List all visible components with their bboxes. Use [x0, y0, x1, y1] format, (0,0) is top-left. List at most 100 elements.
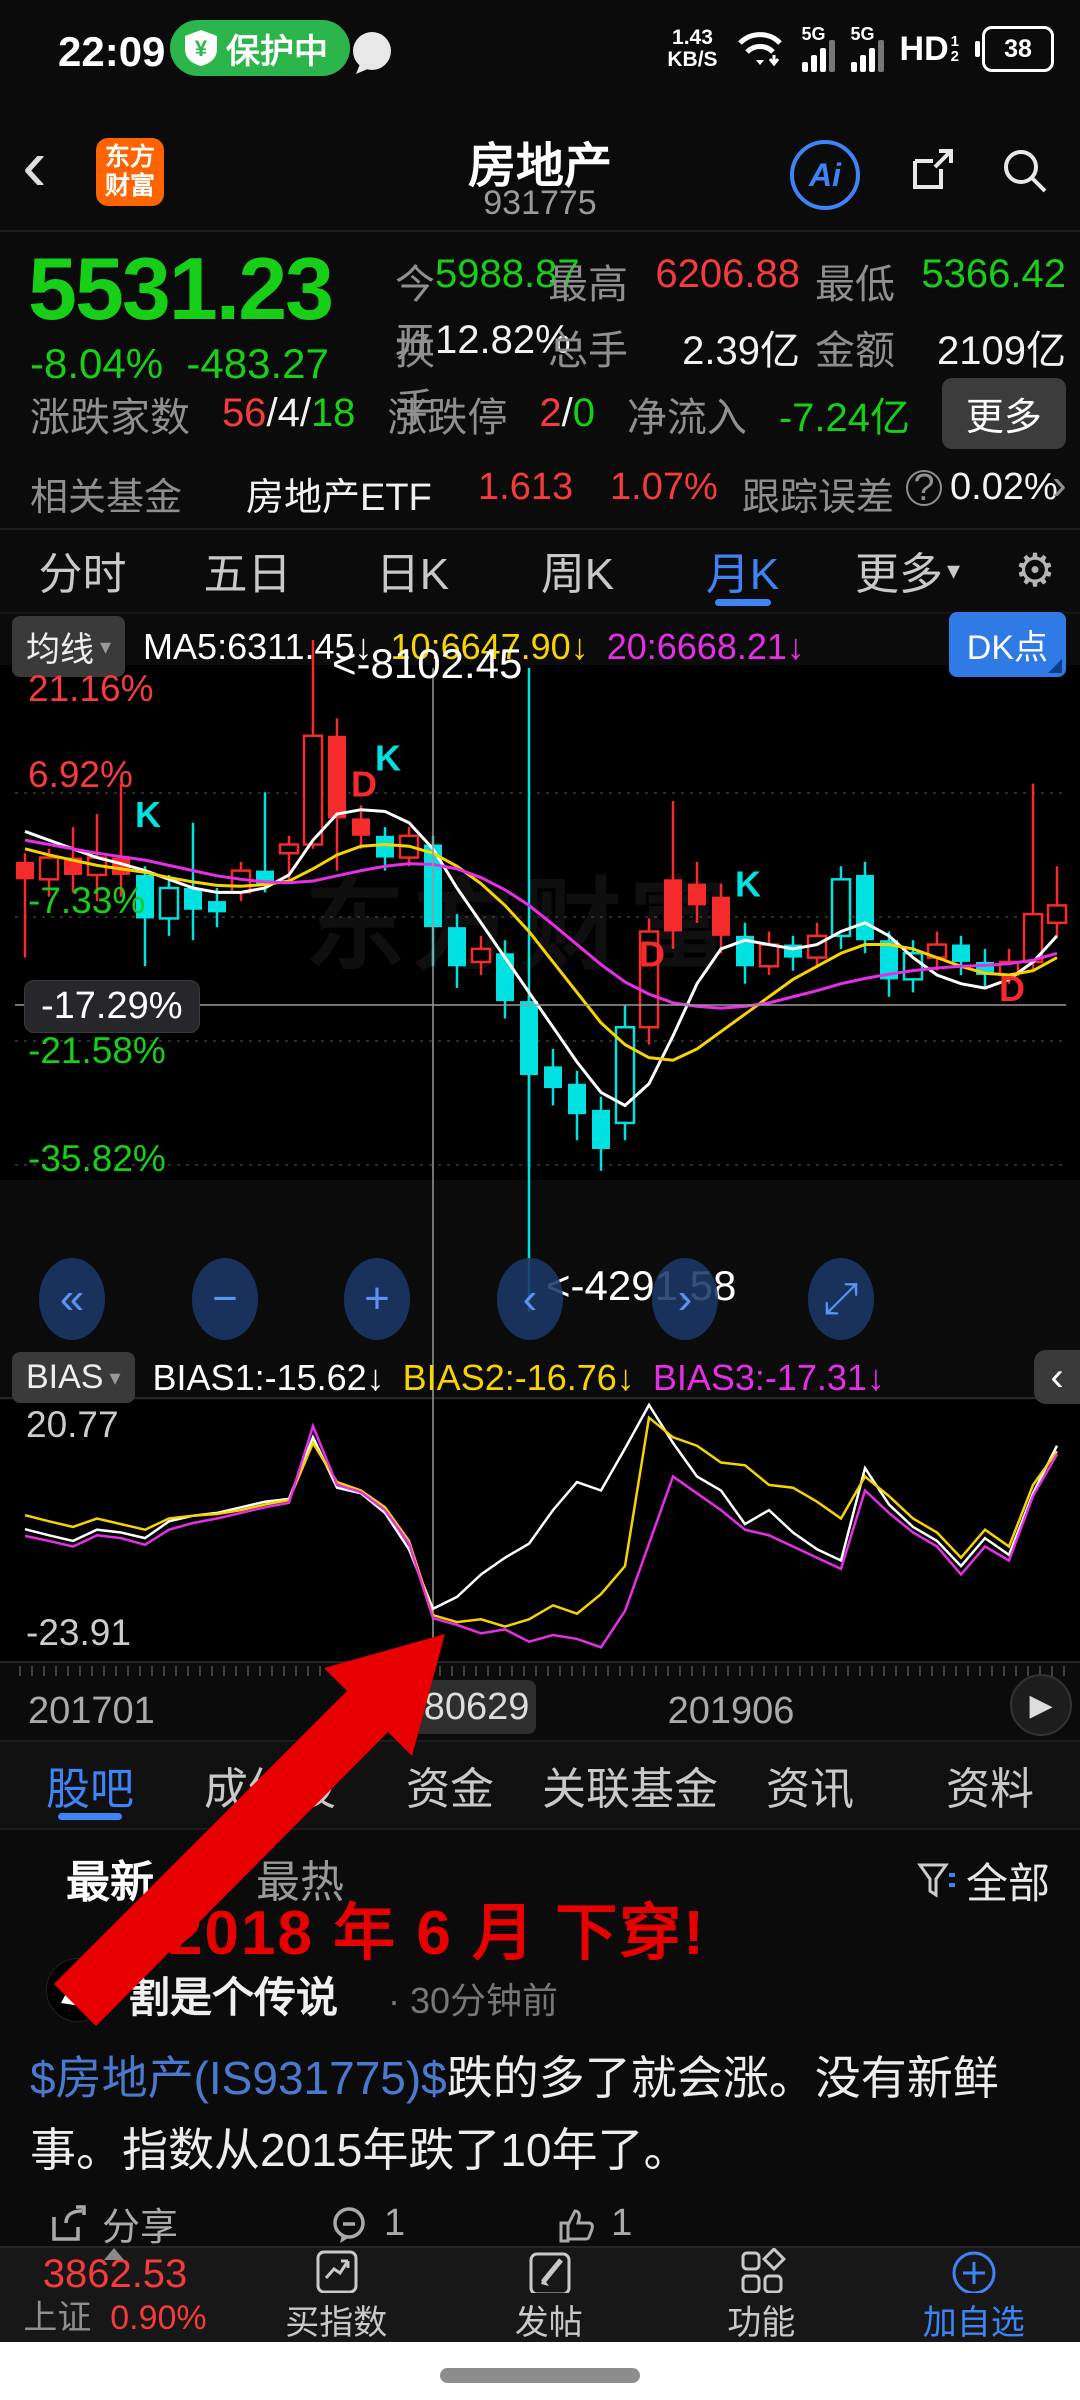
limit-values: 2/0 [539, 391, 595, 435]
detail-tab-股吧[interactable]: 股吧 [0, 1742, 180, 1828]
quote-field: 最低 5366.42 [815, 252, 1066, 307]
ma20-value: 20:6668.21↓ [606, 625, 805, 667]
bias1-value: BIAS1:-15.62↓ [152, 1356, 385, 1398]
detail-tab-资讯[interactable]: 资讯 [766, 1765, 854, 1814]
related-fund-row[interactable]: 相关基金 房地产ETF 1.613 1.07% 跟踪误差 ? 0.02% › [0, 448, 1080, 530]
network-speed: 1.43 KB/S [667, 26, 718, 71]
home-indicator[interactable] [440, 2368, 640, 2383]
like-button[interactable]: 1 [555, 2202, 632, 2245]
stock-code: 931775 [483, 184, 597, 222]
expand-index-handle[interactable] [104, 2248, 124, 2260]
y-axis-label: -7.33% [28, 880, 146, 921]
post-body[interactable]: $房地产(IS931775)$跌的多了就会涨。没有新鲜事。指数从2015年跌了1… [30, 2042, 1054, 2186]
bias2-value: BIAS2:-16.76↓ [402, 1356, 635, 1398]
prev-button[interactable]: ‹ [497, 1258, 563, 1340]
share-post-icon [52, 2204, 86, 2241]
nav-item-发帖[interactable]: 发帖 [443, 2248, 656, 2344]
quote-field: 金额 2109亿 [815, 329, 1066, 373]
period-tab-日K[interactable]: 日K [375, 550, 450, 599]
candles [16, 640, 1068, 1171]
signal-5g-icon-1: 5G [801, 24, 835, 72]
ai-assistant-button[interactable]: Ai [790, 140, 860, 210]
quote-field: 今开 5988.87 [395, 252, 580, 365]
next-button[interactable]: › [652, 1258, 718, 1340]
protection-badge[interactable]: ¥ 保护中 [170, 20, 350, 76]
period-tab-more[interactable]: 更多 ▾ [854, 550, 961, 599]
market-stats-row: 涨跌家数 56/4/18 涨跌停 2/0 净流入 -7.24亿 更多 [30, 378, 1066, 449]
nav-item-买指数[interactable]: 买指数 [230, 2248, 443, 2344]
battery-level: 38 [1004, 34, 1032, 63]
collapse-panel-button[interactable]: ‹ [1034, 1350, 1080, 1404]
nav-item-加自选[interactable]: 加自选 [868, 2248, 1080, 2344]
quote-field: 总手 2.39亿 [548, 329, 800, 373]
chart-annotation-text: 2018 年 6 月 下穿! [168, 1899, 706, 1968]
filter-all-button[interactable]: 全部 [916, 1850, 1050, 1911]
detail-tab-关联基金[interactable]: 关联基金 [542, 1765, 718, 1814]
bias-indicator-bar: BIAS ▾ BIAS1:-15.62↓ BIAS2:-16.76↓ BIAS3:… [12, 1352, 885, 1403]
scroll-left-fast-button[interactable]: « [39, 1258, 105, 1340]
sort-hottest-tab[interactable]: 最热 [256, 1858, 344, 1907]
fullscreen-button[interactable]: ⤢ [808, 1258, 874, 1340]
detail-tabs: 股吧 成份股 资金 关联基金 资讯 资料 [0, 1740, 1080, 1830]
share-icon [913, 149, 953, 189]
thumbs-up-icon [559, 2208, 595, 2242]
avatar[interactable] [46, 1958, 110, 2022]
wifi-icon [737, 32, 782, 67]
bias-line-BIAS3 [24, 1422, 1059, 1649]
fund-price: 1.613 [478, 466, 574, 508]
bias-dropdown[interactable]: BIAS ▾ [12, 1352, 135, 1403]
index-quote-tab[interactable]: 3862.53 上证 0.90% [0, 2248, 230, 2344]
page-title: 房地产 [467, 140, 612, 193]
shield-yuan-icon: ¥ [185, 30, 217, 66]
net-inflow-value: -7.24亿 [778, 395, 910, 440]
chart-settings-gear-icon[interactable]: ⚙ [1014, 544, 1056, 596]
ma10-value: 10:6647.90↓ [390, 625, 589, 667]
high-annotation: <-8102.45 [332, 640, 523, 687]
limit-label: 涨跌停 [387, 395, 508, 440]
kd-marker: K [375, 738, 401, 779]
quote-field: 最高 6206.88 [548, 252, 800, 307]
back-button[interactable]: ‹ [22, 123, 47, 206]
stock-link[interactable]: $房地产(IS931775)$ [30, 2052, 447, 2104]
status-time: 22:09 [58, 28, 166, 75]
dk-point-button[interactable]: DK点 [948, 612, 1066, 677]
period-tab-月K[interactable]: 月K [660, 528, 825, 612]
kd-marker: K [735, 864, 761, 905]
x-axis-label-right: 201906 [667, 1690, 795, 1732]
divider [0, 230, 1080, 232]
post-time: · 30分钟前 [388, 1980, 559, 2021]
post-text: 跌的多了就会涨。没有新鲜事。指数从2015年跌了10年了。 [30, 2052, 999, 2176]
post-author[interactable]: 割是个传说 [128, 1974, 339, 2021]
share-button[interactable] [900, 140, 962, 202]
detail-tab-资料[interactable]: 资料 [946, 1765, 1034, 1814]
tracking-error-value: 0.02% [950, 466, 1058, 508]
sort-newest-tab[interactable]: 最新 [66, 1858, 154, 1907]
period-tab-周K[interactable]: 周K [540, 550, 615, 599]
search-button[interactable] [994, 140, 1056, 202]
ma-line-MA5 [24, 808, 1059, 1108]
related-fund-label: 相关基金 [30, 477, 183, 519]
comment-button[interactable]: 1 [328, 2202, 405, 2245]
detail-tab-资金[interactable]: 资金 [406, 1765, 494, 1814]
protection-badge-label: 保护中 [226, 32, 328, 71]
signal-5g-icon-2: 5G [850, 24, 884, 72]
help-icon[interactable]: ? [906, 467, 942, 509]
scroll-right-button[interactable]: ▶ [1010, 1674, 1072, 1736]
funnel-icon [917, 1863, 955, 1898]
period-tabs: 分时 五日 日K 周K 月K 更多 ▾ ⚙ [0, 528, 1080, 614]
y-axis-label: 6.92% [28, 754, 133, 795]
bias3-value: BIAS3:-17.31↓ [652, 1356, 885, 1398]
period-tab-五日[interactable]: 五日 [203, 550, 292, 599]
chat-bubble-icon [353, 32, 391, 74]
detail-tab-成份股[interactable]: 成份股 [204, 1765, 336, 1814]
period-tab-分时[interactable]: 分时 [38, 550, 127, 599]
zoom-out-button[interactable]: − [192, 1258, 258, 1340]
share-post-button[interactable]: 分享 [46, 2196, 178, 2251]
zoom-in-button[interactable]: + [344, 1258, 410, 1340]
more-stats-button[interactable]: 更多 [941, 378, 1066, 449]
nav-item-功能[interactable]: 功能 [655, 2248, 868, 2344]
kd-marker: D [999, 968, 1025, 1009]
index-name-pct: 上证 0.90% [23, 2299, 207, 2337]
y-axis-label: 21.16% [28, 668, 154, 709]
